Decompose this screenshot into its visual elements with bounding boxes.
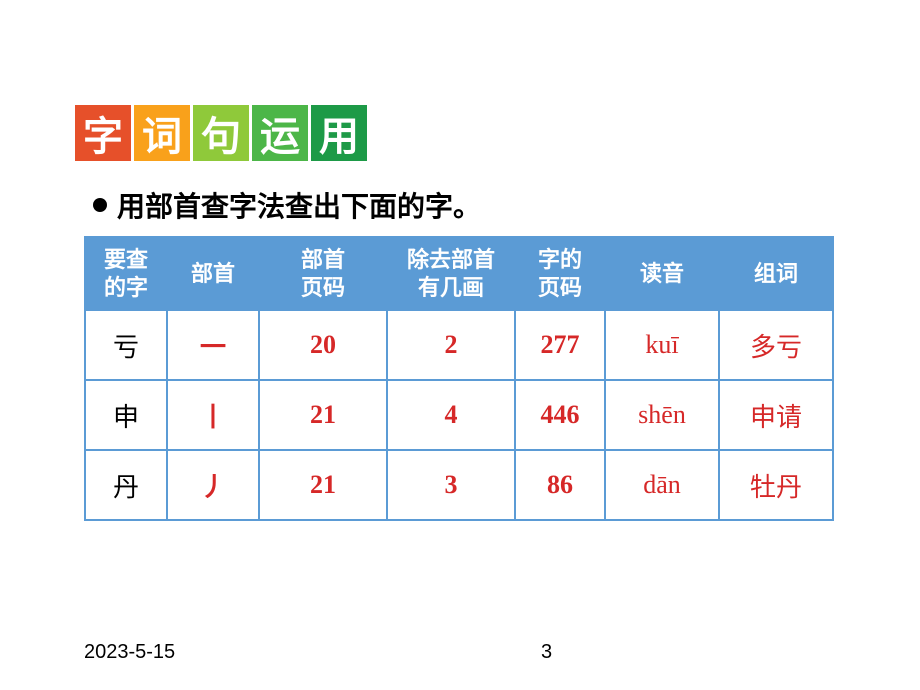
- cell-word: 多亏: [719, 310, 833, 380]
- cell-word: 牡丹: [719, 450, 833, 520]
- title-box-2: 句: [193, 105, 249, 161]
- cell-pinyin: kuī: [605, 310, 719, 380]
- cell-strokes: 4: [387, 380, 515, 450]
- cell-pinyin: shēn: [605, 380, 719, 450]
- col-header-6: 组词: [719, 237, 833, 310]
- subheading-text: 用部首查字法查出下面的字。: [117, 185, 481, 225]
- col-header-5: 读音: [605, 237, 719, 310]
- col-header-3: 除去部首有几画: [387, 237, 515, 310]
- cell-radical: 一: [167, 310, 259, 380]
- cell-char: 丹: [85, 450, 167, 520]
- col-header-1: 部首: [167, 237, 259, 310]
- table-row: 亏一202277kuī多亏: [85, 310, 833, 380]
- title-box-row: 字词句运用: [75, 105, 367, 161]
- cell-word: 申请: [719, 380, 833, 450]
- cell-radical-page: 20: [259, 310, 387, 380]
- table-row: 丹丿21386dān牡丹: [85, 450, 833, 520]
- table-header-row: 要查的字部首部首页码除去部首有几画字的页码读音组词: [85, 237, 833, 310]
- cell-radical-page: 21: [259, 450, 387, 520]
- title-box-4: 用: [311, 105, 367, 161]
- cell-char: 申: [85, 380, 167, 450]
- table-body: 亏一202277kuī多亏申丨214446shēn申请丹丿21386dān牡丹: [85, 310, 833, 520]
- cell-radical-page: 21: [259, 380, 387, 450]
- cell-radical: 丿: [167, 450, 259, 520]
- cell-char-page: 446: [515, 380, 605, 450]
- footer-page-number: 3: [541, 641, 552, 664]
- cell-pinyin: dān: [605, 450, 719, 520]
- col-header-4: 字的页码: [515, 237, 605, 310]
- cell-char: 亏: [85, 310, 167, 380]
- title-box-1: 词: [134, 105, 190, 161]
- subheading-row: 用部首查字法查出下面的字。: [93, 185, 481, 225]
- cell-strokes: 3: [387, 450, 515, 520]
- table-row: 申丨214446shēn申请: [85, 380, 833, 450]
- cell-char-page: 277: [515, 310, 605, 380]
- cell-char-page: 86: [515, 450, 605, 520]
- cell-radical: 丨: [167, 380, 259, 450]
- footer-date: 2023-5-15: [84, 641, 175, 664]
- bullet-icon: [93, 198, 107, 212]
- title-box-3: 运: [252, 105, 308, 161]
- col-header-0: 要查的字: [85, 237, 167, 310]
- cell-strokes: 2: [387, 310, 515, 380]
- col-header-2: 部首页码: [259, 237, 387, 310]
- title-box-0: 字: [75, 105, 131, 161]
- lookup-table: 要查的字部首部首页码除去部首有几画字的页码读音组词 亏一202277kuī多亏申…: [84, 236, 834, 521]
